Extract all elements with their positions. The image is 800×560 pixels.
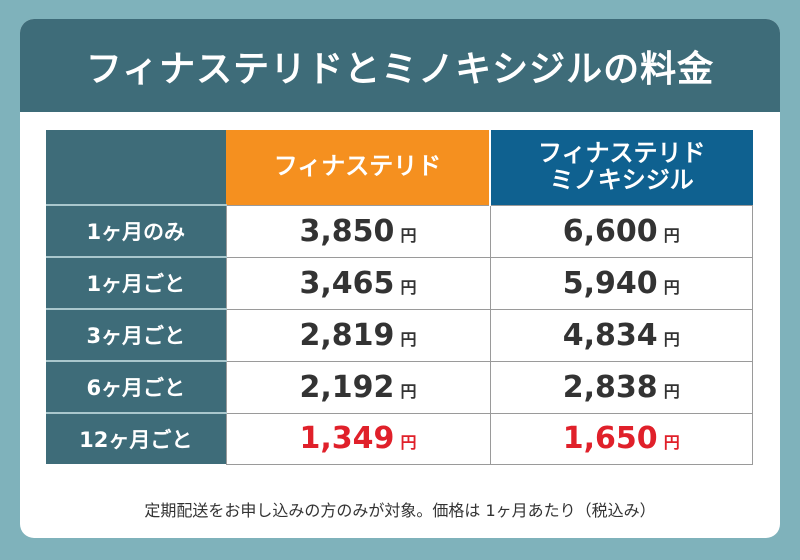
price-value: 1,650 [562,421,658,456]
currency-unit: 円 [400,381,417,401]
row-label: 6ヶ月ごと [46,361,226,414]
price-value: 4,834 [562,317,658,353]
header-finasteride: フィナステリド [226,130,490,205]
combo-price: 2,838 円 [489,360,753,414]
row-label: 12ヶ月ごと [46,413,226,464]
price-value: 6,600 [562,213,658,249]
price-value: 3,465 [299,265,395,301]
header-blank [46,130,226,206]
currency-unit: 円 [663,329,680,349]
price-table: フィナステリド フィナステリド ミノキシジル 1ヶ月のみ 3,850 円 6,600 円… [46,130,753,465]
price-card: フィナステリドとミノキシジルの料金 フィナステリド フィナステリド ミノキシジル… [20,19,780,538]
combo-price: 5,940 円 [489,256,753,310]
combo-price: 1,650 円 [489,412,753,465]
table-row: 1ヶ月のみ 3,850 円 6,600 円 [46,204,753,258]
price-value: 1,349 [299,421,395,456]
price-value: 3,850 [299,213,395,249]
price-value: 2,838 [562,369,658,405]
finasteride-price: 1,349 円 [225,412,491,465]
header-combo-line2: ミノキシジル [549,166,694,195]
currency-unit: 円 [400,277,417,297]
price-value: 2,819 [299,317,395,353]
row-label: 3ヶ月ごと [46,309,226,362]
header-combo-line1: フィナステリド [537,138,706,167]
row-label: 1ヶ月ごと [46,257,226,310]
header-combo: フィナステリド ミノキシジル [489,130,753,205]
combo-price: 4,834 円 [489,308,753,362]
finasteride-price: 2,192 円 [225,360,491,414]
finasteride-price: 3,850 円 [225,204,491,258]
combo-price: 6,600 円 [489,204,753,258]
currency-unit: 円 [400,225,417,245]
finasteride-price: 3,465 円 [225,256,491,310]
currency-unit: 円 [400,433,417,452]
row-label: 1ヶ月のみ [46,205,226,258]
page-title: フィナステリドとミノキシジルの料金 [20,19,780,112]
currency-unit: 円 [663,277,680,297]
currency-unit: 円 [663,381,680,401]
currency-unit: 円 [663,433,680,452]
price-value: 2,192 [299,369,395,405]
price-value: 5,940 [562,265,658,301]
currency-unit: 円 [663,225,680,245]
table-header-row: フィナステリド フィナステリド ミノキシジル [46,130,753,206]
table-row: 1ヶ月ごと 3,465 円 5,940 円 [46,256,753,310]
table-row: 3ヶ月ごと 2,819 円 4,834 円 [46,308,753,362]
table-row: 6ヶ月ごと 2,192 円 2,838 円 [46,360,753,414]
table-row: 12ヶ月ごと 1,349 円 1,650 円 [46,412,753,465]
currency-unit: 円 [400,329,417,349]
finasteride-price: 2,819 円 [225,308,491,362]
footnote: 定期配送をお申し込みの方のみが対象。価格は 1ヶ月あたり（税込み） [144,501,656,520]
